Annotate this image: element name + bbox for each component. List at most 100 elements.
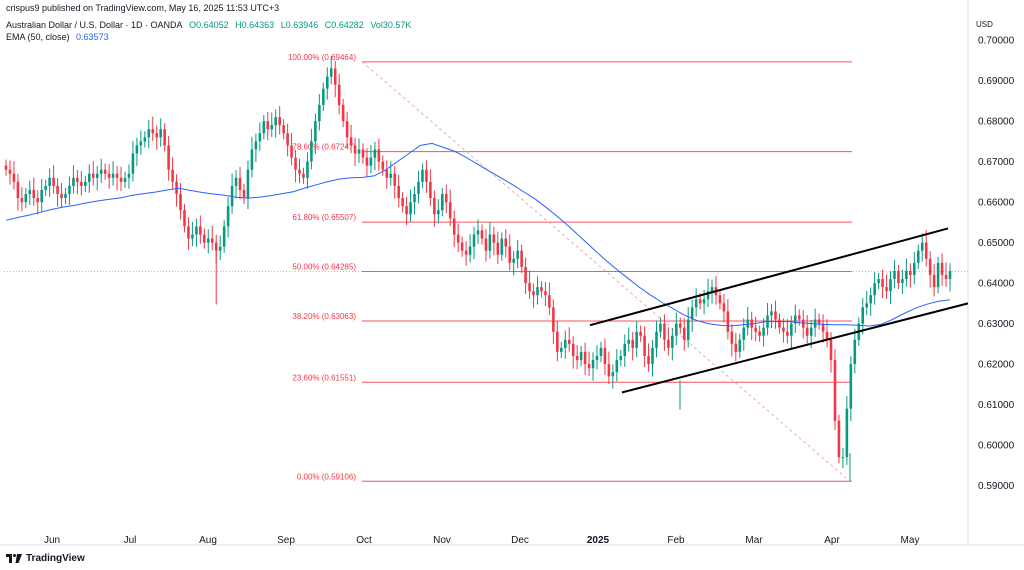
candle-body (675, 323, 678, 336)
candle-body (472, 234, 476, 247)
candle-body (845, 408, 849, 458)
low-value: L0.63946 (280, 20, 319, 30)
candle-body (734, 343, 738, 352)
candle-body (603, 347, 607, 365)
candle-body (191, 234, 194, 239)
candle-body (663, 323, 666, 340)
candle-body (337, 84, 341, 105)
candle-body (928, 258, 932, 275)
candle-body (413, 194, 416, 203)
y-tick-label: 0.62000 (978, 360, 1015, 371)
candle-body (556, 331, 559, 352)
candle-body (909, 270, 912, 275)
candle-body (865, 303, 868, 308)
candle-body (742, 327, 746, 340)
currency-label: USD (976, 20, 993, 29)
candle-body (678, 323, 682, 328)
candle-body (329, 68, 333, 77)
candle-body (322, 88, 325, 105)
candle-body (167, 145, 170, 170)
candle-body (627, 339, 631, 344)
candle-body (417, 181, 420, 195)
candle-body (524, 266, 527, 284)
candle-body (40, 189, 43, 203)
candle-body (262, 121, 266, 134)
candle-body (409, 202, 412, 215)
candle-body (611, 372, 615, 377)
candle-body (107, 173, 111, 178)
candle-body (72, 177, 75, 186)
x-tick-label: Nov (433, 535, 451, 546)
candle-body (659, 323, 662, 332)
candle-body (782, 327, 785, 332)
close-value: C0.64282 (324, 20, 364, 30)
candle-body (425, 169, 428, 182)
candle-body (8, 169, 12, 174)
candle-body (805, 327, 809, 336)
candle-body (901, 279, 904, 284)
candle-body (20, 198, 24, 203)
fib-trend-line (361, 61, 851, 482)
fib-level-label: 50.00% (0.64285) (292, 263, 356, 272)
candle-body (595, 355, 599, 361)
candle-body (599, 347, 603, 356)
tradingview-brand[interactable]: TradingView (6, 553, 85, 564)
candle-body (135, 145, 139, 154)
candle-body (480, 230, 484, 239)
candle-body (242, 189, 246, 199)
candle-body (651, 347, 654, 365)
candle-body (833, 360, 837, 421)
candle-body (290, 145, 293, 158)
y-tick-label: 0.68000 (978, 117, 1015, 128)
candle-body (345, 121, 349, 138)
candle-body (266, 121, 270, 130)
candle-body (123, 177, 127, 182)
y-tick-label: 0.61000 (978, 400, 1015, 411)
candle-body (151, 129, 155, 134)
candle-body (143, 137, 147, 142)
candle-body (579, 351, 583, 361)
tradingview-brand-label: TradingView (26, 553, 85, 564)
candle-body (643, 335, 646, 356)
x-tick-label: Apr (824, 535, 840, 546)
x-tick-label: May (901, 535, 920, 546)
candle-body (210, 238, 214, 243)
candle-body (563, 339, 567, 348)
candle-body (667, 339, 670, 348)
candle-body (171, 169, 174, 182)
candle-body (214, 242, 218, 251)
fib-level-label: 100.00% (0.69464) (288, 53, 356, 62)
candle-body (829, 339, 833, 361)
candle-body (560, 347, 563, 352)
x-tick-label: Jul (124, 535, 137, 546)
symbol-name[interactable]: Australian Dollar / U.S. Dollar · 1D · O… (6, 20, 183, 30)
candle-body (84, 181, 87, 186)
candle-body (183, 210, 186, 227)
candle-body (492, 234, 496, 243)
candle-body (127, 173, 131, 178)
candle-body (571, 343, 575, 356)
candle-body (528, 283, 531, 292)
candle-body (932, 275, 936, 288)
candle-body (464, 250, 468, 255)
candle-body (702, 299, 706, 304)
candle-body (325, 76, 329, 89)
candle-body (76, 177, 79, 182)
candle-body (115, 173, 119, 178)
candle-body (234, 177, 238, 186)
x-tick-label: Aug (199, 535, 217, 546)
candle-body (591, 360, 595, 369)
candle-body (222, 226, 226, 247)
candle-body (460, 242, 464, 251)
fib-level-label: 38.20% (0.63063) (292, 312, 356, 321)
candle-body (885, 287, 888, 292)
ema-label[interactable]: EMA (50, close) (6, 32, 70, 42)
candle-body (476, 230, 480, 235)
candle-body (333, 68, 337, 85)
candle-body (889, 279, 892, 292)
candle-body (119, 177, 123, 182)
candle-body (841, 457, 845, 459)
candle-body (583, 351, 587, 365)
y-tick-label: 0.66000 (978, 198, 1015, 209)
